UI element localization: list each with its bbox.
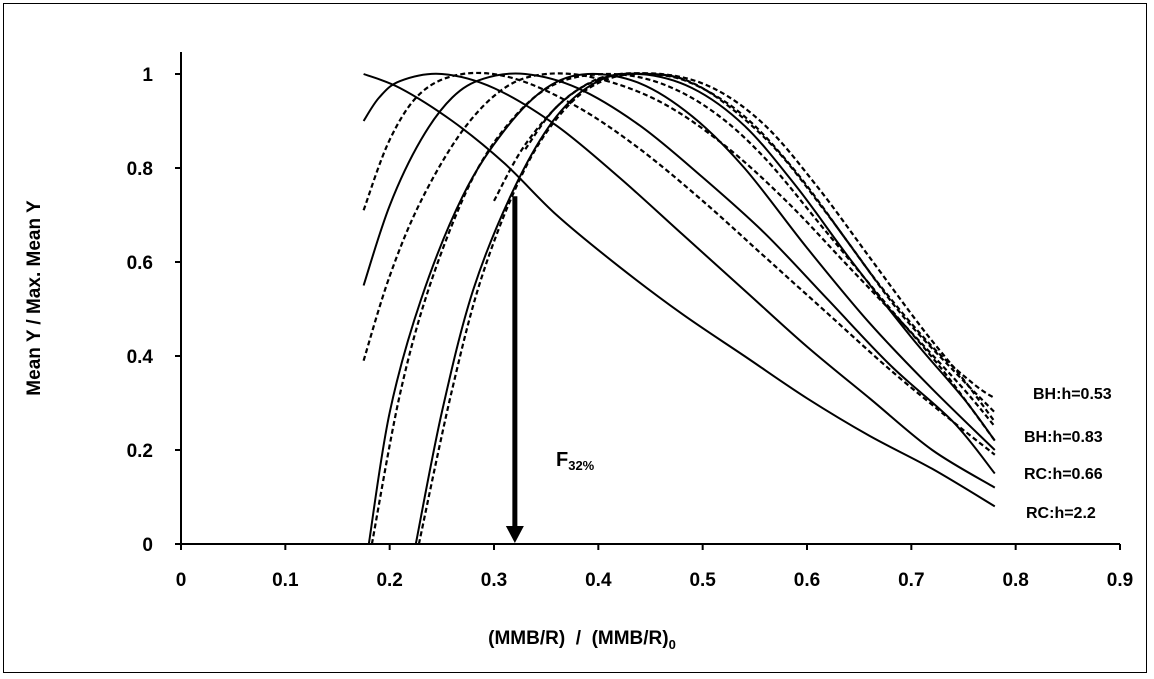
axes: [180, 52, 1120, 545]
series-line-1: [363, 73, 996, 508]
annotation: F32%: [505, 196, 595, 543]
series-group: [362, 71, 996, 545]
chart-frame: [3, 3, 1147, 673]
series-line-7: [370, 72, 996, 545]
curve-label: RC:h=2.2: [1026, 505, 1096, 522]
x-tick-label: 0: [176, 570, 187, 591]
ticks: 0 0.1 0.2 0.3 0.4 0.5 0.6 0.7 0.8 0.9 0 0.2 0.4 0.6 0.…: [127, 65, 1134, 591]
y-axis-title: Mean Y / Max. Mean Y: [24, 200, 45, 396]
x-tick-label: 0.7: [898, 570, 924, 591]
x-tick-label: 0.1: [272, 570, 299, 591]
curve-label: RC:h=0.66: [1024, 466, 1103, 483]
series-line-9: [417, 72, 996, 545]
x-axis-title-sub: 0: [669, 637, 676, 652]
y-tick-label: 0.6: [127, 253, 153, 274]
y-tick-label: 0.2: [127, 441, 153, 462]
series-line-5: [362, 72, 996, 428]
x-tick-label: 0.5: [689, 570, 716, 591]
annotation-arrow-head: [505, 526, 524, 543]
x-tick-label: 0.4: [585, 570, 612, 591]
x-tick-label: 0.8: [1002, 570, 1028, 591]
x-axis-title: (MMB/R) / (MMB/R)0: [488, 628, 676, 652]
x-tick-label: 0.9: [1107, 570, 1133, 591]
curve-label: BH:h=0.53: [1033, 386, 1112, 403]
annotation-label: F32%: [556, 449, 595, 473]
x-axis-title-main: (MMB/R) / (MMB/R): [488, 628, 668, 649]
y-tick-label: 0.8: [127, 159, 153, 180]
series-line-2: [362, 72, 996, 489]
curve-label: BH:h=0.83: [1024, 429, 1103, 446]
x-tick-label: 0.6: [794, 570, 820, 591]
series-line-10: [493, 72, 996, 414]
y-tick-label: 0.4: [127, 347, 154, 368]
series-line-6: [367, 72, 996, 545]
curve-labels: BH:h=0.53 BH:h=0.83 RC:h=0.66 RC:h=2.2: [1024, 386, 1112, 522]
annotation-sub: 32%: [568, 458, 594, 473]
annotation-main: F: [556, 449, 568, 471]
y-tick-label: 1: [142, 65, 153, 86]
y-tick-label: 0: [142, 535, 153, 556]
x-tick-label: 0.3: [481, 570, 507, 591]
series-line-11: [524, 72, 996, 400]
series-line-4: [362, 72, 996, 475]
series-line-3: [362, 71, 996, 456]
x-tick-label: 0.2: [376, 570, 402, 591]
